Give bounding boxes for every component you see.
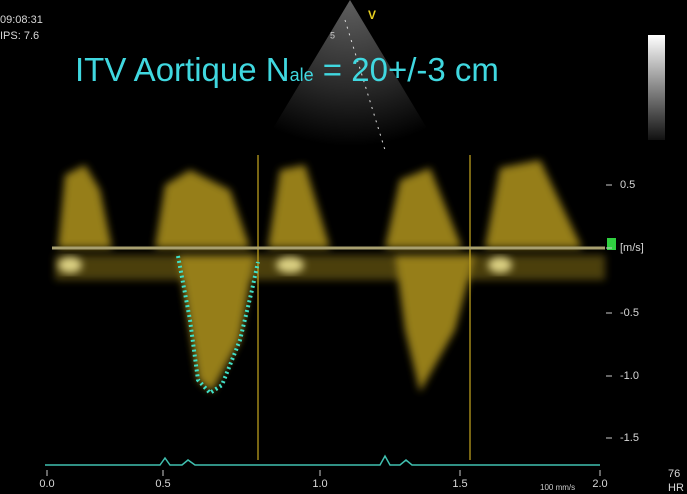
velocity-label: -1.5 — [620, 432, 639, 444]
title-main: ITV Aortique N — [75, 51, 290, 88]
velocity-label: -0.5 — [620, 307, 639, 319]
sweep-speed: 100 mm/s — [540, 483, 575, 492]
time-label: 0.5 — [155, 478, 170, 490]
baseline-noise — [55, 255, 605, 280]
velocity-label: -1.0 — [620, 370, 639, 382]
title: ITV Aortique Nale = 20+/-3 cm — [75, 51, 499, 88]
heart-rate: 76 — [668, 468, 680, 480]
heart-rate-unit: HR — [668, 482, 684, 494]
echo-spot — [58, 257, 82, 273]
time-label: 1.5 — [452, 478, 467, 490]
echo-spot — [488, 257, 512, 273]
time: 09:08:31 — [0, 14, 43, 26]
time-label: 2.0 — [592, 478, 607, 490]
velocity-label: 0.5 — [620, 179, 635, 191]
time-label: 1.0 — [312, 478, 327, 490]
page: 09:08:31 IPS: 7.6 V 5 ITV Aortique Nale … — [0, 0, 687, 494]
velocity-label: [m/s] — [620, 242, 644, 254]
echo-spot — [276, 257, 304, 273]
title-subscript: ale — [290, 65, 314, 85]
ultrasound-screen: 09:08:31 IPS: 7.6 V 5 ITV Aortique Nale … — [0, 0, 687, 494]
gray-scale-bar — [648, 35, 665, 140]
sector-depth: 5 — [330, 30, 335, 40]
title-rest: = 20+/-3 cm — [314, 51, 499, 88]
ips: IPS: 7.6 — [0, 30, 39, 42]
sector-mark: V — [368, 8, 376, 22]
time-label: 0.0 — [39, 478, 54, 490]
